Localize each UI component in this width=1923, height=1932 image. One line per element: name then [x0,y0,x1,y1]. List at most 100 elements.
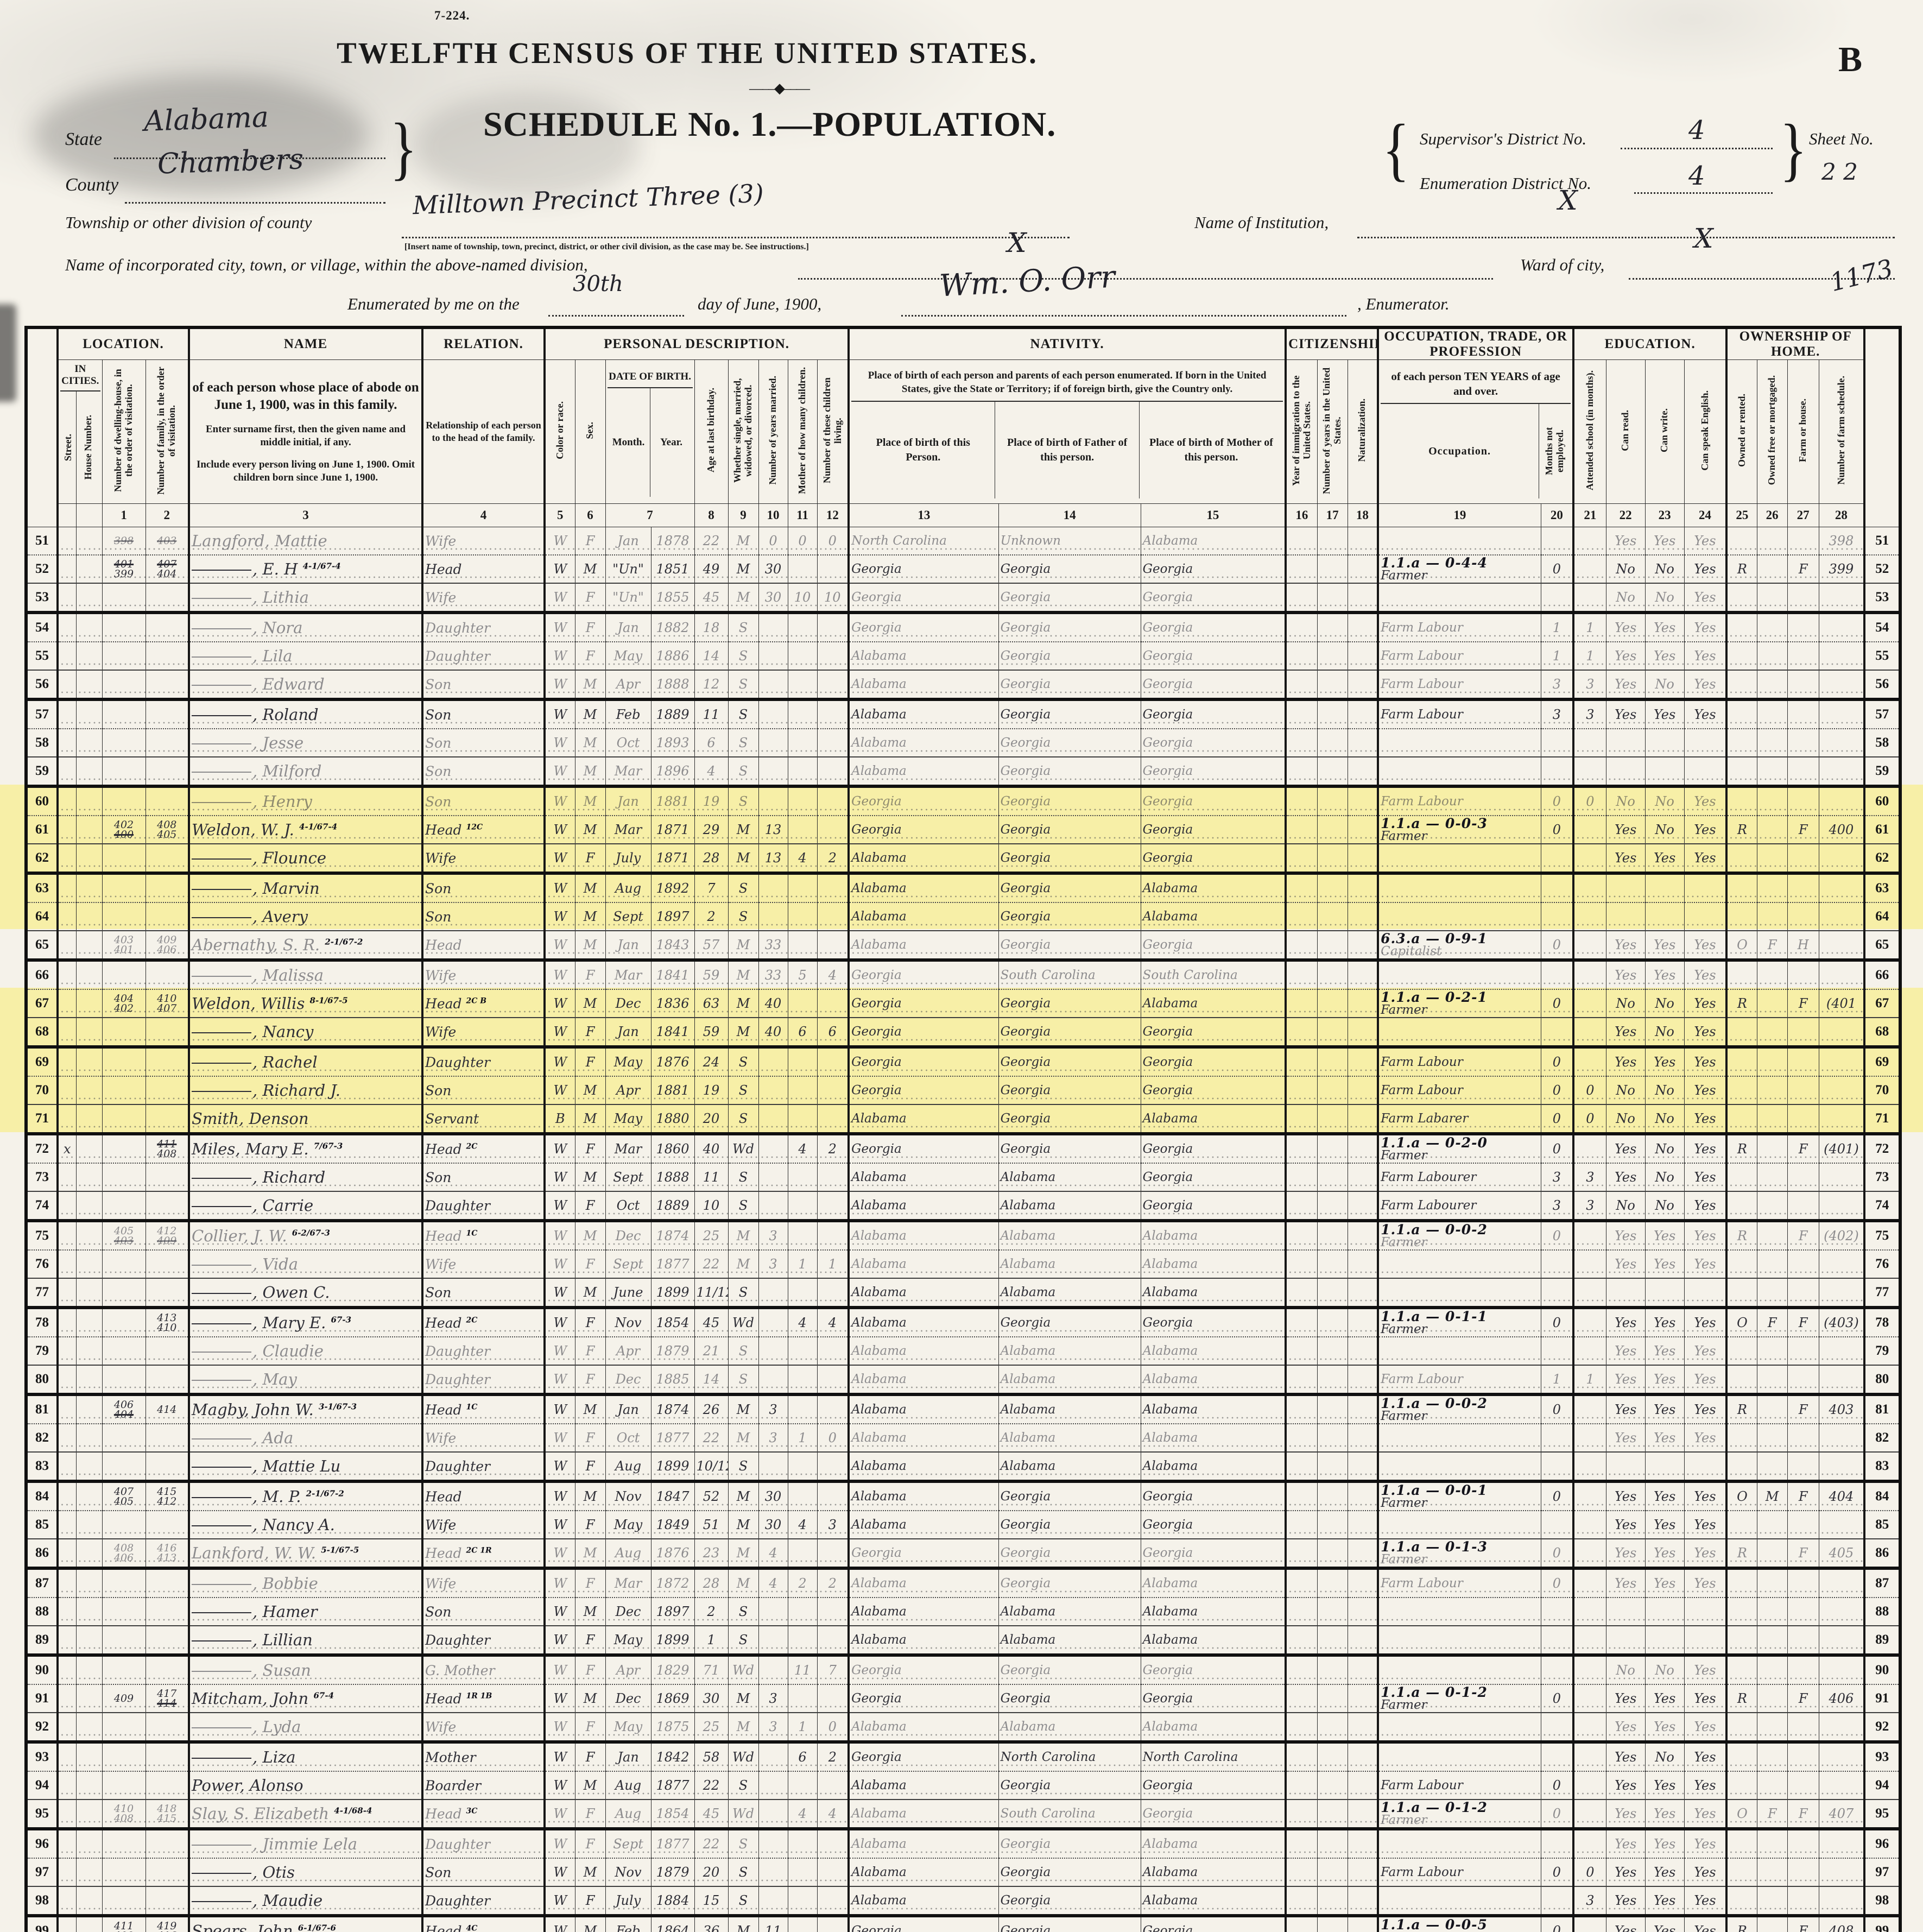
cell-street [56,1828,77,1859]
cell-name: , Lyda [188,1712,423,1744]
cell-free-mortgaged [1756,1451,1788,1483]
row-number-left: 56 [26,670,58,701]
row-number-right: 60 [1863,786,1901,816]
cell-family-number [145,1451,189,1483]
census-row-97: 97, Otis Son W M Nov 1879 20 S Alabama Georgia Ala… [26,1858,1901,1887]
cell-pob-mother: Georgia [1140,1163,1286,1192]
cell-street [56,1655,77,1685]
age-column-label: Age at last birthday. [694,359,729,504]
cell-naturalization [1347,612,1378,642]
cell-pob-father: Georgia [998,1307,1141,1337]
cell-children-born [787,930,818,962]
cell-marital-status: M [728,1249,759,1279]
column-number-24: 24 [1684,503,1727,527]
cell-children-born [787,1278,818,1309]
row-number-left: 82 [26,1423,58,1453]
table-subheader-row: IN CITIES. Street. House Number. Number … [26,359,1900,504]
cell-years-married [758,1625,788,1657]
cell-color-race: W [543,1423,575,1453]
institution-value: X [1558,185,1578,216]
cell-name: , Vida [188,1249,423,1279]
cell-months-not-employed [1540,1336,1574,1366]
cell-pob-mother: Alabama [1140,1886,1286,1917]
cell-months-not-employed: 1 [1540,612,1574,642]
cell-can-write: Yes [1644,1046,1685,1077]
cell-years-married: 0 [758,527,788,555]
cell-free-mortgaged [1756,1538,1788,1570]
cell-occupation: Farm Labour [1377,612,1541,642]
cell-marital-status: S [728,873,759,903]
children-born-column-label: Mother of how many children. [787,359,818,504]
can-read-column-label: Can read. [1605,359,1646,504]
cell-attended-school: 3 [1572,670,1606,701]
cell-name: , Mary E. 67-3 [188,1307,423,1337]
cell-sex: F [574,641,606,671]
cell-free-mortgaged [1756,1828,1788,1859]
cell-can-write: No [1644,1655,1685,1685]
supervisor-district-label: Supervisor's District No. [1420,129,1587,148]
cell-relation: Daughter [421,1828,545,1859]
cell-pob-mother: Alabama [1140,1394,1286,1424]
cell-farm-schedule [1818,873,1865,903]
cell-birth-year: 1851 [650,554,695,584]
cell-house-number [75,930,103,962]
cell-can-speak-english: Yes [1684,1163,1727,1192]
cell-years-in-us [1317,959,1348,990]
cell-owned-rented [1725,1771,1757,1800]
cell-children-living: 2 [817,1133,849,1164]
cell-family-number [145,1104,189,1135]
cell-occupation [1377,1278,1541,1309]
cell-marital-status: Wd [728,1307,759,1337]
cell-street [56,1568,77,1598]
cell-pob-mother: Georgia [1140,815,1286,844]
cell-street [56,843,77,875]
cell-pob-person: Georgia [847,1133,999,1164]
cell-can-speak-english: Yes [1684,1076,1727,1105]
cell-house-number [75,1104,103,1135]
cell-pob-mother: Alabama [1140,1712,1286,1744]
cell-immigration-year [1285,1307,1318,1337]
row-number-header-left [26,327,58,527]
cell-can-write: Yes [1644,527,1685,555]
cell-birth-month: "Un" [605,554,651,584]
cell-family-number [145,873,189,903]
cell-relation: Head 3C [421,1799,545,1830]
cell-attended-school [1572,1568,1606,1598]
cell-relation: Daughter [421,1625,545,1657]
cell-owned-rented [1725,1886,1757,1917]
cell-sex: F [574,1741,606,1772]
cell-color-race: W [543,1046,575,1077]
cell-naturalization [1347,756,1378,788]
cell-pob-person: North Carolina [847,527,999,555]
cell-marital-status: S [728,786,759,816]
cell-relation: Son [421,728,545,757]
cell-immigration-year [1285,1712,1318,1744]
cell-occupation [1377,527,1541,555]
immigration-year-column-label: Year of immigration to the United States… [1285,359,1318,504]
row-number-right: 80 [1863,1365,1901,1396]
cell-street [56,1451,77,1483]
cell-pob-mother: Georgia [1140,1915,1286,1932]
cell-children-born [787,756,818,788]
cell-naturalization [1347,1046,1378,1077]
cell-pob-person: Georgia [847,583,999,614]
cell-pob-person: Georgia [847,1655,999,1685]
cell-dwelling-number [102,1163,146,1192]
cell-years-married [758,902,788,931]
corner-handwritten-number: 1173 [1827,253,1896,298]
column-number-16: 16 [1285,503,1318,527]
row-number-left: 54 [26,612,58,642]
cell-pob-father: Georgia [998,843,1141,875]
census-row-88: 88, Hamer Son W M Dec 1897 2 S Alabama Alabama Ala… [26,1597,1901,1626]
enumerator-signature: Wm. O. Orr [938,259,1116,304]
cell-house-number [75,641,103,671]
cell-can-read: No [1605,989,1646,1018]
cell-owned-rented [1725,902,1757,931]
cell-naturalization [1347,1568,1378,1598]
cell-free-mortgaged [1756,1076,1788,1105]
cell-years-in-us [1317,1568,1348,1598]
cell-marital-status: Wd [728,1133,759,1164]
cell-can-read: Yes [1605,1307,1646,1337]
cell-family-number [145,699,189,729]
cell-months-not-employed: 3 [1540,699,1574,729]
